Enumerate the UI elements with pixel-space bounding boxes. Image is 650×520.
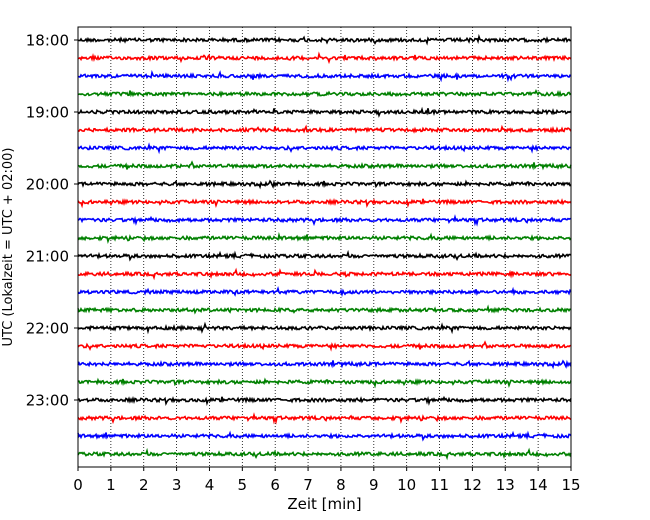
y-tick-label: 18:00 [26,32,69,50]
trace-2315 [77,412,572,425]
x-tick-label: 10 [397,476,416,494]
grid-lines [110,27,539,467]
x-tick-label: 3 [172,476,182,494]
trace-2215 [77,340,572,352]
trace-1830 [78,69,572,83]
trace-2200 [77,321,572,335]
x-tick-label: 15 [561,476,580,494]
trace-2230 [77,359,572,370]
seismic-traces [77,33,572,461]
x-tick-label: 7 [303,476,313,494]
trace-1815 [77,51,572,65]
x-tick-label: 6 [270,476,280,494]
x-tick-label: 12 [463,476,482,494]
trace-1930 [77,142,572,155]
x-axis-ticks: 0 1 2 3 4 5 6 7 8 9 10 11 12 13 14 15 [73,467,581,494]
trace-2000 [77,179,572,190]
y-tick-label: 22:00 [26,320,69,338]
trace-2115 [77,267,572,281]
trace-2245 [77,377,572,389]
trace-1900 [77,106,572,118]
x-tick-label: 0 [73,476,83,494]
trace-2045 [77,231,572,245]
trace-2015 [77,198,572,209]
trace-1845 [77,89,572,99]
trace-2345 [77,447,572,461]
trace-1800 [77,33,572,46]
y-tick-label: 19:00 [26,104,69,122]
x-axis-title: Zeit [min] [287,495,361,513]
x-tick-label: 2 [139,476,149,494]
trace-2100 [77,249,572,262]
y-tick-label: 23:00 [26,392,69,410]
x-tick-label: 13 [496,476,515,494]
trace-1945 [77,160,572,171]
x-tick-label: 9 [369,476,379,494]
y-axis-ticks: 18:00 19:00 20:00 21:00 22:00 23:00 [26,32,78,410]
trace-2130 [77,286,572,298]
x-tick-label: 4 [205,476,215,494]
x-tick-label: 1 [106,476,116,494]
y-tick-label: 21:00 [26,248,69,266]
trace-2030 [77,214,571,227]
y-axis-title: UTC (Lokalzeit = UTC + 02:00) [1,148,16,347]
plot-frame [77,26,572,468]
x-tick-label: 11 [430,476,449,494]
trace-2300 [77,395,572,406]
x-tick-label: 8 [336,476,346,494]
trace-1915 [77,124,572,135]
y-tick-label: 20:00 [26,176,69,194]
x-tick-label: 14 [529,476,548,494]
trace-2330 [77,430,572,442]
trace-2145 [77,304,572,315]
x-tick-label: 5 [238,476,248,494]
